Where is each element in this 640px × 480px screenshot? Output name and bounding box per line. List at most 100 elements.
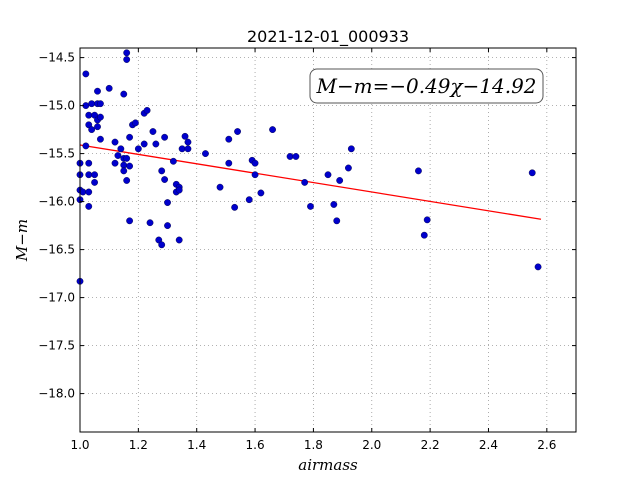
x-tick-label: 1.6: [246, 438, 265, 452]
x-tick-label: 1.8: [304, 438, 323, 452]
data-point: [158, 241, 166, 249]
data-point: [140, 140, 148, 148]
data-point: [149, 128, 157, 135]
data-point: [347, 145, 355, 153]
data-point: [114, 152, 122, 159]
annotation-box: [309, 68, 544, 104]
data-point: [184, 145, 192, 153]
plot-frame: [79, 47, 577, 433]
data-point: [225, 135, 233, 143]
data-point: [234, 128, 241, 135]
data-point: [216, 183, 224, 191]
data-point: [85, 202, 93, 210]
grid-lines: [79, 48, 576, 432]
x-tick-label: 2.4: [479, 438, 498, 452]
x-axis-label: airmass: [298, 456, 358, 474]
data-point: [123, 56, 131, 63]
data-point: [105, 84, 113, 92]
data-point: [169, 157, 177, 165]
data-point: [111, 159, 119, 167]
y-tick-label: −15.5: [38, 147, 75, 161]
data-point: [307, 202, 314, 210]
data-point: [82, 70, 90, 78]
annotation-text: M−m=−0.49χ−14.92: [316, 74, 537, 98]
data-point: [181, 132, 189, 140]
data-point: [158, 167, 166, 175]
data-point: [245, 196, 253, 204]
fit-line: [79, 144, 542, 220]
data-point: [123, 154, 131, 162]
data-point: [120, 90, 128, 98]
data-point: [94, 87, 101, 95]
data-point: [120, 167, 128, 175]
data-point: [126, 217, 134, 225]
data-point: [88, 100, 96, 108]
data-point: [91, 178, 98, 186]
data-point: [330, 201, 338, 208]
data-point: [178, 145, 186, 153]
data-point: [251, 159, 259, 167]
y-tick-label: −14.5: [38, 51, 75, 65]
data-point: [152, 140, 160, 148]
x-tick-label: 1.4: [187, 438, 206, 452]
data-point: [534, 263, 542, 271]
data-point: [143, 107, 151, 114]
data-point: [184, 138, 192, 146]
data-point: [423, 216, 431, 224]
data-point: [111, 138, 119, 146]
data-point: [117, 145, 125, 153]
data-point: [161, 176, 169, 183]
data-point: [528, 169, 536, 177]
chart-title: 2021-12-01_000933: [247, 27, 409, 47]
axis-ticks: 1.0 1.2 1.4 1.6 1.8 2.0 2.2 2.4 2.6 −14.5 −15.0 −15…: [38, 48, 576, 452]
equation-annotation: M−m=−0.49χ−14.92: [309, 68, 544, 104]
x-tick-label: 1.2: [129, 438, 148, 452]
y-tick-label: −16.0: [38, 195, 75, 209]
data-point: [286, 153, 294, 160]
data-point: [85, 159, 93, 167]
data-point: [126, 162, 134, 170]
data-point: [97, 100, 104, 108]
x-tick-label: 1.0: [70, 438, 89, 452]
fit-line-group: [79, 144, 542, 220]
data-point: [175, 186, 183, 194]
data-point: [79, 188, 87, 196]
data-point: [85, 111, 93, 119]
data-point: [345, 164, 352, 172]
data-point: [94, 123, 101, 131]
data-point: [175, 236, 183, 244]
data-point: [420, 231, 428, 239]
x-tick-label: 2.0: [362, 438, 381, 452]
data-point: [336, 177, 344, 184]
data-point: [333, 217, 341, 225]
data-point: [97, 135, 104, 143]
data-point: [82, 142, 90, 150]
data-point: [269, 126, 276, 134]
data-point: [324, 171, 332, 179]
data-point: [257, 189, 265, 197]
data-point: [88, 126, 96, 134]
data-point: [225, 159, 233, 167]
y-tick-label: −16.5: [38, 243, 75, 257]
data-point: [120, 161, 128, 169]
data-point: [123, 177, 131, 184]
data-point: [146, 219, 154, 227]
data-point: [415, 167, 422, 175]
y-tick-label: −17.0: [38, 291, 75, 305]
x-tick-label: 2.6: [537, 438, 556, 452]
data-point: [202, 150, 209, 158]
y-tick-label: −18.0: [38, 387, 75, 401]
data-point: [164, 222, 171, 230]
y-axis-label: M−m: [13, 219, 31, 262]
data-point: [251, 171, 259, 179]
data-point: [97, 113, 104, 121]
data-point: [301, 178, 309, 186]
data-point: [292, 153, 300, 160]
data-point: [164, 199, 171, 206]
data-point: [161, 133, 169, 141]
y-tick-label: −15.0: [38, 99, 75, 113]
data-point: [123, 49, 131, 57]
data-point: [85, 171, 93, 179]
data-point: [126, 133, 134, 141]
